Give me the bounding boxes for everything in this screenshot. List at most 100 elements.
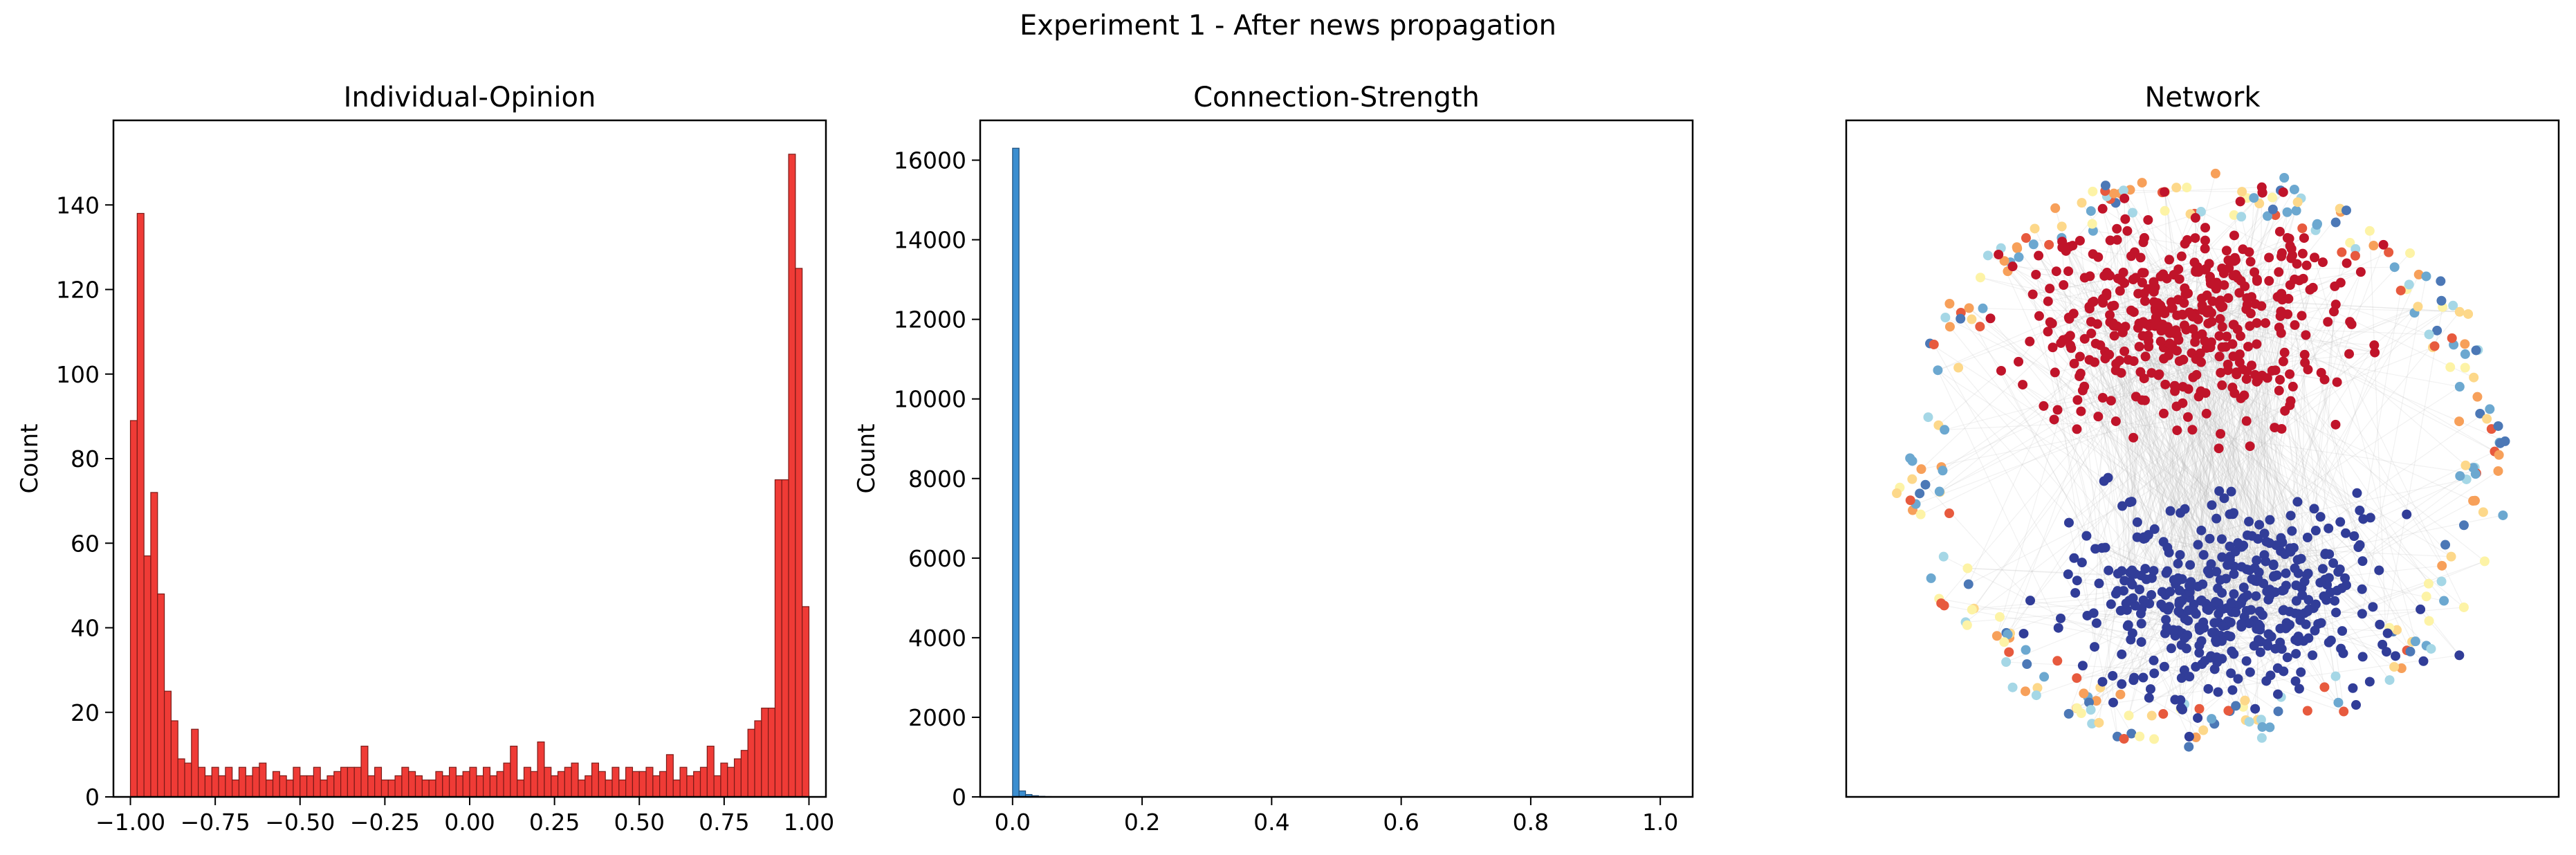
histogram-bar [374,766,383,798]
network-node [2305,284,2315,295]
x-tick-label: 0.6 [1383,809,1419,836]
network-edge [2115,360,2180,371]
network-node [2128,593,2138,603]
network-edge [2079,356,2117,422]
network-node [2117,327,2128,338]
network-edge [1940,342,2196,493]
network-edge [2054,419,2180,605]
network-node [2180,633,2190,643]
network-edge [2231,548,2290,652]
network-node [2494,450,2504,460]
network-node [2204,305,2214,315]
network-node [2332,377,2342,387]
network-node [2389,262,2400,273]
network-edge [1938,370,2002,426]
histogram-bar [204,775,212,798]
network-edge [2116,228,2182,645]
network-edge [2150,467,2476,690]
network-node [1929,339,1939,349]
network-edge [1969,307,2309,574]
network-node [2324,523,2334,533]
network-edge [2079,240,2122,571]
network-edge [2108,354,2238,606]
network-edge [2201,334,2228,636]
network-node [1953,362,1964,373]
network-node [2022,659,2032,670]
network-node [2297,248,2308,259]
network-node [2105,235,2115,246]
network-node [2014,356,2024,367]
network-node [2145,684,2155,695]
network-node [1956,313,1966,324]
network-node [2498,510,2508,520]
network-node [2160,205,2170,216]
histogram-bar [286,779,294,798]
histogram-bar [293,766,301,798]
network-edge [2068,398,2241,524]
network-edge [2009,354,2110,634]
network-node [2106,396,2116,406]
network-node [2333,697,2344,708]
network-edge [1967,567,2256,582]
network-node [2203,318,2214,329]
network-edge [2038,255,2212,506]
x-axis-ticks: −1.00 −0.75 −0.50 −0.25 0.00 0.25 0.50 0.75 1.00 [95,797,834,836]
network-node [2128,356,2139,366]
network-node [2229,388,2240,398]
network-node [2358,514,2368,524]
network-node [1907,474,1917,484]
network-node [2255,647,2265,657]
network-node [2051,266,2061,277]
network-edge [2287,609,2421,658]
network-node [2180,504,2190,514]
network-node [2149,734,2160,744]
histogram-bar [129,420,138,798]
network-node [2265,515,2275,525]
network-edge [2112,675,2204,731]
network-edge [2061,241,2193,430]
network-node [2117,501,2128,511]
network-node [2458,602,2469,612]
network-node [2097,203,2108,214]
network-node [2133,322,2143,333]
network-node [2205,533,2215,544]
network-node [2493,466,2503,476]
network-node [2235,196,2245,207]
y-axis-label: Count [853,424,881,494]
network-node [2182,235,2192,245]
histogram-bar [564,766,572,798]
network-node [2185,560,2196,570]
network-node [2378,239,2389,250]
network-node [2161,568,2171,578]
network-edge [2382,306,2443,645]
network-node [2471,345,2481,356]
network-node [2299,233,2309,243]
network-node [2245,257,2256,267]
network-node [2252,339,2262,349]
network-node [2377,639,2388,650]
network-node [2395,285,2406,295]
network-node [2368,602,2378,612]
network-node [2251,591,2261,601]
network-edge [2273,564,2340,570]
network-node [2291,596,2301,606]
network-node [1982,250,1993,261]
network-edge [2165,192,2263,620]
network-node [2049,414,2059,425]
network-edge [2009,358,2197,634]
network-edge [2289,374,2339,703]
network-node [2191,266,2201,277]
network-node [2190,233,2200,243]
network-edge [1940,312,2190,604]
histogram-bar [713,775,721,798]
histogram-bar [706,746,715,798]
y-tick-label: 0 [85,784,100,811]
network-node [2021,686,2031,697]
network-edge [2122,321,2328,506]
histogram-bar [428,779,436,798]
histogram-bar [211,766,219,798]
network-node [2290,563,2300,573]
network-node [2014,252,2024,262]
axes-frame [112,119,827,798]
